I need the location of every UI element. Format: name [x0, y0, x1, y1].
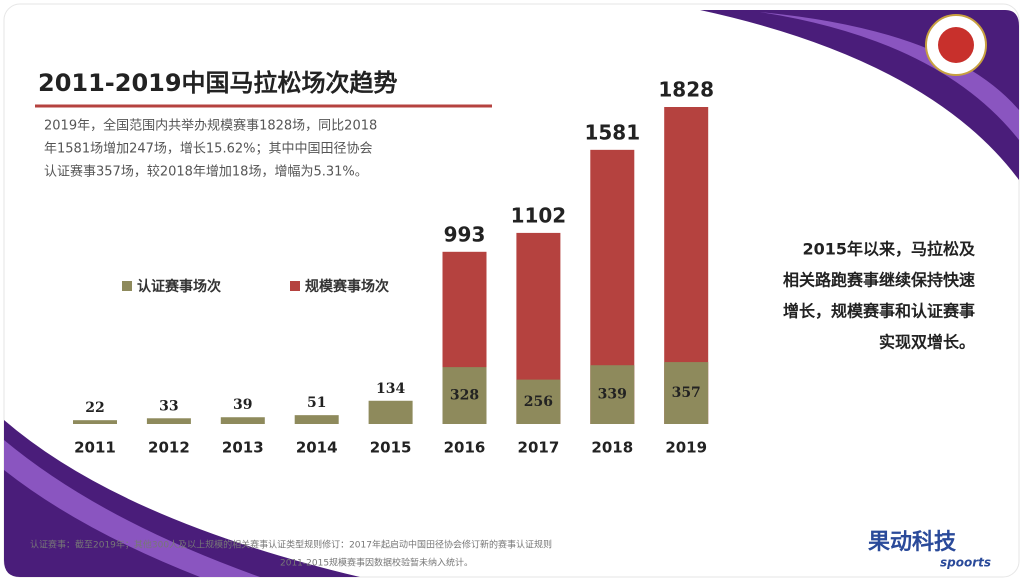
- data-label: 51: [307, 395, 326, 411]
- brand-sub: spoorts: [940, 556, 991, 570]
- legend-swatch: [290, 281, 300, 291]
- brand: 果动科技: [868, 530, 957, 555]
- data-label: 39: [233, 397, 252, 413]
- footnote-line: 2011-2015规模赛事因数据校验暂未纳入统计。: [280, 557, 473, 569]
- swoosh-top-light: [760, 12, 1019, 140]
- chart-title: 2011-2019中国马拉松场次趋势: [38, 69, 398, 97]
- data-label: 134: [376, 381, 405, 397]
- data-label: 339: [598, 387, 627, 403]
- bar: [146, 418, 191, 424]
- data-label: 328: [450, 388, 479, 404]
- note-line: 增长，规模赛事和认证赛事: [783, 302, 975, 321]
- x-tick-label: 2019: [665, 439, 707, 457]
- x-tick-label: 2016: [444, 439, 486, 457]
- subtitle-line: 年1581场增加247场，增长15.62%；其中中国田径协会: [44, 142, 372, 157]
- slide-frame: [3, 3, 1020, 578]
- bar: [590, 365, 635, 424]
- subtitle-line: 2019年，全国范围内共举办规模赛事1828场，同比2018: [44, 118, 377, 134]
- note-line: 实现双增长。: [879, 333, 975, 352]
- data-label: 1581: [584, 120, 640, 144]
- bar: [368, 400, 413, 424]
- x-tick-label: 2011: [74, 439, 116, 457]
- x-tick-label: 2012: [148, 439, 190, 457]
- bar: [220, 417, 265, 424]
- data-label: 1828: [658, 78, 714, 102]
- x-tick-label: 2017: [518, 439, 560, 457]
- bar: [516, 379, 561, 424]
- note-line: 2015年以来，马拉松及: [802, 240, 976, 259]
- data-label: 993: [444, 222, 486, 246]
- subtitle-line: 认证赛事357场，较2018年增加18场，增幅为5.31%。: [44, 164, 368, 180]
- data-label: 256: [524, 394, 553, 410]
- bar: [73, 420, 117, 424]
- legend-swatch: [122, 281, 132, 291]
- logo-center: [938, 27, 974, 63]
- footnote-line: 认证赛事：截至2019年；其他300人及以上规模的相关赛事认证类型规则修订：20…: [30, 539, 552, 551]
- x-tick-label: 2018: [591, 439, 633, 457]
- note-line: 相关路跑赛事继续保持快速: [783, 271, 975, 290]
- swoosh-bottom: [4, 420, 360, 577]
- x-tick-label: 2015: [370, 439, 412, 457]
- bar: [664, 362, 709, 424]
- x-tick-label: 2014: [296, 439, 338, 457]
- data-label: 357: [672, 385, 701, 401]
- x-tick-label: 2013: [222, 439, 264, 457]
- data-label: 22: [85, 400, 104, 416]
- data-label: 33: [159, 398, 178, 414]
- data-label: 1102: [511, 203, 567, 227]
- bar: [442, 367, 487, 424]
- bar: [294, 415, 339, 424]
- legend-label: 认证赛事场次: [137, 278, 221, 295]
- legend-label: 规模赛事场次: [305, 278, 389, 295]
